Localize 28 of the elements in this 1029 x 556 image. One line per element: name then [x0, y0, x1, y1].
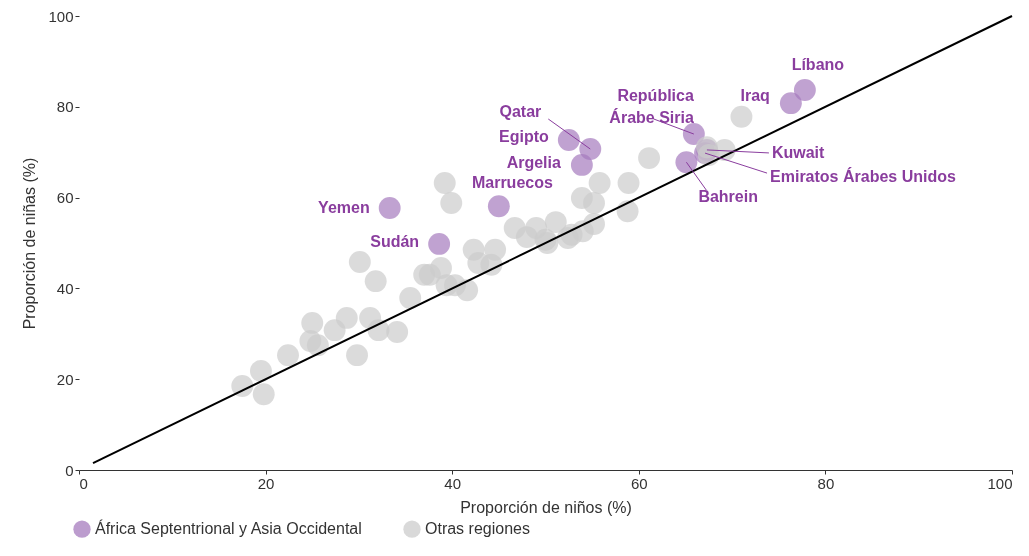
y-axis-title: Proporción de niñas (%): [21, 157, 39, 330]
x-tick-label: 0: [79, 474, 88, 492]
annotation: Kuwait: [771, 143, 826, 161]
y-tick-label: 20: [56, 370, 74, 388]
annotation: Argelia: [506, 153, 561, 171]
annotation: Líbano: [791, 56, 845, 73]
x-tick-label: 100: [987, 474, 1013, 492]
annotation: Yemen: [318, 199, 370, 217]
y-tick-label: 0: [65, 461, 74, 479]
legend-label: Otras regiones: [425, 520, 530, 538]
annotation: Egipto: [499, 127, 550, 145]
y-tick-label: 60: [56, 189, 74, 207]
annotation: Sudán: [370, 232, 420, 250]
y-tick-label: 40: [56, 279, 74, 297]
x-tick-label: 80: [817, 474, 835, 492]
annotation: Emiratos Árabes Unidos: [770, 167, 956, 186]
legend-label: África Septentrional y Asia Occidental: [95, 519, 362, 538]
annotation: Marruecos: [471, 174, 553, 192]
x-axis-title: Proporción de niños (%): [460, 498, 632, 516]
annotation: Bahrein: [698, 188, 758, 206]
annotation: Qatar: [499, 103, 542, 121]
x-tick-label: 40: [444, 474, 462, 492]
annotation: Iraq: [740, 87, 770, 105]
y-tick-label: 100: [48, 7, 74, 25]
annotation: República Árabe Siria: [609, 87, 694, 127]
x-tick-label: 60: [630, 474, 648, 492]
x-tick-label: 20: [257, 474, 275, 492]
y-tick-label: 80: [56, 98, 74, 116]
